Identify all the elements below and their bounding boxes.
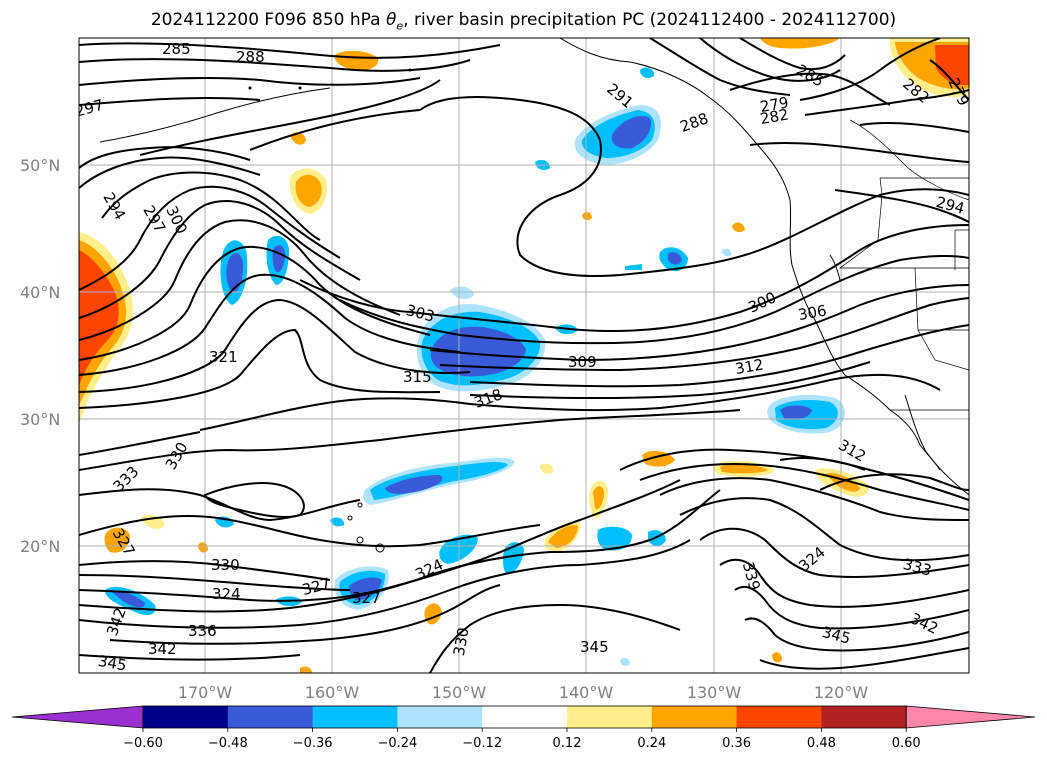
contour-label: 330	[450, 626, 473, 657]
map-title: 2024112200 F096 850 hPa θe, river basin …	[0, 10, 1047, 32]
colorbar-segment	[397, 706, 483, 728]
colorbar-segment	[143, 706, 229, 728]
contour-label: 282	[759, 105, 790, 128]
contour-label: 327	[352, 589, 381, 607]
gridlines	[79, 38, 969, 673]
longitude-labels: 170°W 160°W 150°W 140°W 130°W 120°W	[178, 683, 869, 702]
contour-label: 312	[734, 355, 765, 378]
lon-label: 140°W	[559, 683, 614, 702]
lon-label: 160°W	[305, 683, 360, 702]
colorbar-segment	[482, 706, 568, 728]
contour-label: 330	[211, 556, 240, 574]
contour-label: 288	[236, 48, 265, 66]
colorbar-tick-label: −0.12	[462, 736, 502, 751]
contour-label: 306	[797, 301, 828, 324]
lon-label: 120°W	[814, 683, 869, 702]
lon-label: 130°W	[687, 683, 742, 702]
lon-label: 150°W	[432, 683, 487, 702]
colorbar-tick-label: 0.24	[637, 736, 666, 751]
lat-label: 40°N	[20, 283, 60, 302]
contour-label: 315	[403, 368, 432, 386]
colorbar-extend-low	[11, 705, 144, 729]
contour-label: 336	[188, 622, 217, 640]
colorbar-tick-label: −0.60	[123, 736, 163, 751]
colorbar-tick-label: 0.48	[807, 736, 836, 751]
contour-label: 321	[209, 348, 238, 366]
colorbar-frame	[142, 705, 907, 729]
colorbar-segment	[651, 706, 738, 728]
colorbar-tick-label: −0.48	[208, 736, 248, 751]
colorbar-tick-label: −0.36	[293, 736, 333, 751]
contour-label: 345	[97, 652, 128, 675]
map-frame	[78, 37, 970, 674]
colorbar-tick-label: 0.60	[892, 736, 921, 751]
theta-subscript: e	[396, 19, 404, 33]
contour-label: 345	[580, 638, 609, 656]
precip-shading	[79, 38, 969, 673]
colorbar-tick-label: 0.12	[553, 736, 582, 751]
theta-e-contours	[79, 38, 969, 673]
contour-label: 285	[162, 40, 191, 58]
title-prefix: 2024112200 F096 850 hPa	[150, 10, 386, 30]
lon-label: 170°W	[178, 683, 233, 702]
colorbar-segment	[227, 706, 314, 728]
lat-label: 20°N	[20, 537, 60, 556]
colorbar-segment	[312, 706, 398, 728]
title-suffix: , river basin precipitation PC (20241124…	[403, 10, 897, 30]
lat-label: 50°N	[20, 156, 60, 175]
contour-label: 279	[759, 93, 790, 116]
colorbar-segment	[736, 706, 822, 728]
latitude-labels: 50°N 40°N 30°N 20°N	[20, 156, 60, 556]
contour-label: 309	[568, 353, 597, 371]
map-area: 285 288 297 294 297 300 291 288 279 285 …	[79, 38, 969, 675]
contour-label: 324	[212, 585, 241, 603]
theta-symbol: θ	[386, 10, 397, 30]
colorbar-segment	[821, 706, 907, 728]
coastlines	[99, 38, 969, 553]
colorbar: −0.60 −0.48 −0.36 −0.24 −0.12 0.12 0.24 0.36 0.4…	[11, 705, 1036, 751]
contour-label: 342	[148, 640, 177, 658]
colorbar-segment	[567, 706, 653, 728]
colorbar-tick-label: 0.36	[722, 736, 751, 751]
colorbar-extend-high	[905, 705, 1036, 729]
colorbar-tick-label: −0.24	[377, 736, 417, 751]
lat-label: 30°N	[20, 410, 60, 429]
